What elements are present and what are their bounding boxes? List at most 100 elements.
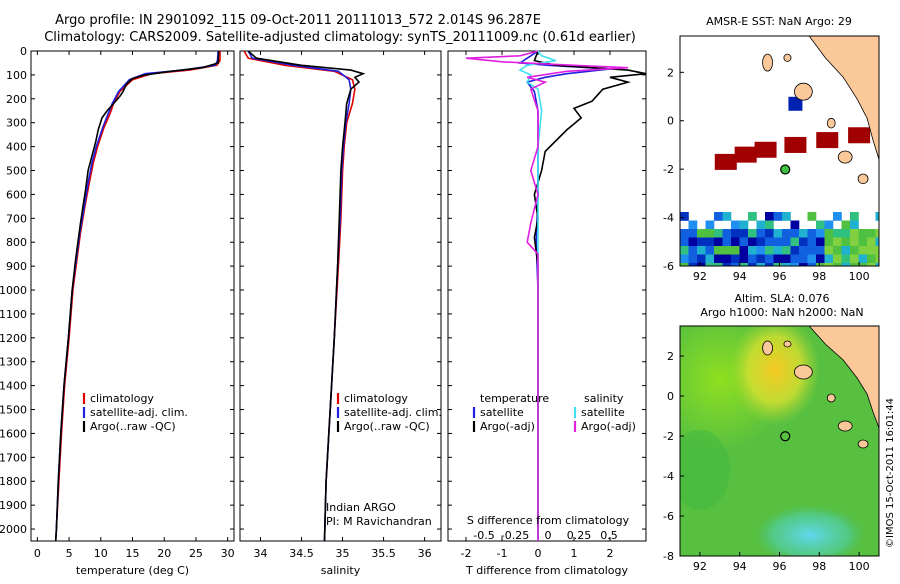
sst-cell bbox=[850, 220, 859, 230]
y-tick-label: 2000 bbox=[0, 523, 27, 536]
sst-cell bbox=[824, 254, 834, 264]
sst-cell bbox=[765, 246, 774, 255]
sst-cell bbox=[799, 237, 808, 247]
x-axis-label: T difference from climatology bbox=[465, 564, 628, 577]
sst-cell bbox=[841, 254, 851, 264]
legend-entry: satellite bbox=[480, 406, 524, 419]
sst-dark-red-block bbox=[754, 141, 777, 158]
legend-entry: Argo(-adj) bbox=[480, 420, 535, 433]
sst-cell bbox=[705, 246, 715, 255]
legend-entry: Argo(..raw -QC) bbox=[90, 420, 176, 433]
series-line-climatology bbox=[243, 50, 356, 542]
legend-entry: climatology bbox=[344, 392, 408, 405]
sst-cell bbox=[680, 246, 689, 255]
sst-cell bbox=[875, 212, 879, 221]
sst-cell bbox=[867, 254, 876, 264]
sst-cell bbox=[731, 254, 740, 264]
sst-cell bbox=[731, 229, 740, 238]
x-tick-label: 98 bbox=[812, 560, 826, 573]
sst-cell bbox=[773, 254, 783, 264]
argo-position-marker bbox=[780, 164, 791, 175]
x-tick-label: -1 bbox=[497, 547, 508, 560]
sst-cell bbox=[790, 263, 800, 266]
x-tick-label: 94 bbox=[733, 560, 747, 573]
y-tick-label: 600 bbox=[6, 188, 27, 201]
x-tick-label: 15 bbox=[126, 547, 140, 560]
legend-title-salinity: salinity bbox=[584, 392, 624, 405]
sst-cell bbox=[841, 263, 851, 266]
annotation-institution: Indian ARGO bbox=[326, 501, 396, 514]
sst-dark-red-block bbox=[734, 146, 757, 163]
sst-cell bbox=[773, 237, 783, 247]
s-tick-label: -0.25 bbox=[501, 529, 529, 542]
legend-entry: climatology bbox=[90, 392, 154, 405]
x-tick-label: 35 bbox=[336, 547, 350, 560]
y-tick-label: 300 bbox=[6, 117, 27, 130]
sst-cell bbox=[816, 229, 825, 238]
sst-map-panel: AMSR-E SST: NaN Argo: 29 92 94 96 98 100 -6 -4 -… bbox=[663, 15, 880, 283]
x-tick-label: 0 bbox=[34, 547, 41, 560]
sst-cell bbox=[756, 246, 766, 255]
y-tick-label: -2 bbox=[663, 163, 674, 176]
sst-cell bbox=[765, 220, 774, 230]
map-title-line-2: Argo h1000: NaN h2000: NaN bbox=[700, 306, 863, 319]
sst-cell bbox=[765, 212, 774, 221]
s-tick-label: -0.5 bbox=[473, 529, 494, 542]
sst-cell bbox=[748, 263, 757, 266]
sst-cell bbox=[850, 246, 859, 255]
x-tick-label: 92 bbox=[693, 270, 707, 283]
sst-cell bbox=[824, 220, 834, 230]
sst-cell bbox=[748, 254, 757, 264]
x-tick-label: 2 bbox=[607, 547, 614, 560]
sst-cell bbox=[688, 254, 698, 264]
land-island bbox=[826, 393, 836, 403]
sst-cell bbox=[858, 246, 868, 255]
y-tick-label: 0 bbox=[20, 45, 27, 58]
sst-cell bbox=[816, 220, 825, 230]
sst-cell bbox=[807, 212, 817, 221]
y-tick-label: 1200 bbox=[0, 332, 27, 345]
y-tick-label: 1100 bbox=[0, 308, 27, 321]
sst-cell bbox=[756, 229, 766, 238]
sst-cell bbox=[833, 254, 842, 264]
y-tick-label: 1600 bbox=[0, 427, 27, 440]
sst-cell bbox=[816, 246, 825, 255]
sst-cell bbox=[833, 229, 842, 238]
sst-cell bbox=[680, 263, 689, 266]
sst-cell bbox=[790, 220, 800, 230]
sst-cell bbox=[714, 237, 723, 247]
y-tick-label: 0 bbox=[667, 115, 674, 128]
sst-cell bbox=[756, 263, 766, 266]
sst-cell bbox=[765, 263, 774, 266]
sst-cell bbox=[833, 263, 842, 266]
sst-cell bbox=[748, 212, 757, 221]
sst-cell bbox=[824, 246, 834, 255]
sst-cell bbox=[722, 212, 732, 221]
sst-cell bbox=[688, 220, 698, 230]
sla-low-area bbox=[755, 505, 865, 556]
sst-cell bbox=[841, 220, 851, 230]
argo-position-marker bbox=[780, 431, 791, 442]
sst-cell bbox=[748, 246, 757, 255]
sst-cell bbox=[858, 237, 868, 247]
sst-cell bbox=[756, 237, 766, 247]
map-title-line-1: Altim. SLA: 0.076 bbox=[734, 292, 829, 305]
land-island bbox=[857, 439, 869, 449]
sst-cell bbox=[782, 237, 791, 247]
land-island bbox=[762, 53, 773, 72]
sst-cell bbox=[807, 229, 817, 238]
legend-title-temperature: temperature bbox=[480, 392, 549, 405]
sst-cell bbox=[773, 246, 783, 255]
x-tick-label: 10 bbox=[94, 547, 108, 560]
sst-cell bbox=[731, 237, 740, 247]
y-tick-label: 1700 bbox=[0, 451, 27, 464]
sst-cell bbox=[748, 229, 757, 238]
sst-cell bbox=[697, 246, 706, 255]
series-line-satellite bbox=[517, 50, 611, 541]
sst-cell bbox=[714, 246, 723, 255]
sst-cell bbox=[782, 246, 791, 255]
sst-cell bbox=[824, 229, 834, 238]
x-tick-label: 34 bbox=[254, 547, 268, 560]
sst-cell bbox=[782, 263, 791, 266]
legend-entry: satellite bbox=[581, 406, 625, 419]
